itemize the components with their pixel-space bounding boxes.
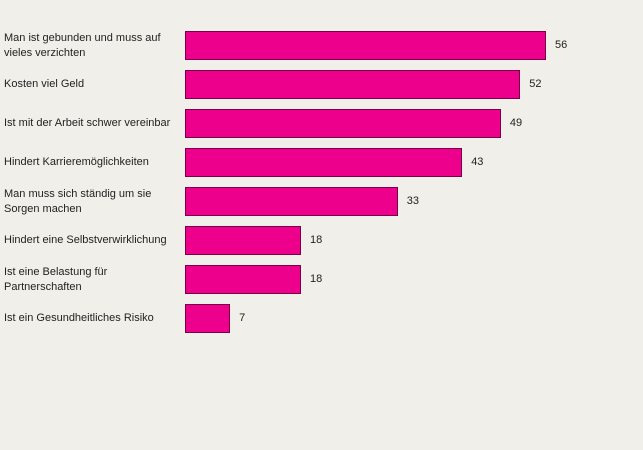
category-label: Man ist gebunden und muss auf vieles ver… [4, 31, 161, 59]
bar [185, 109, 501, 138]
category-label: Ist eine Belastung für Partnerschaften [4, 265, 108, 293]
bar [185, 226, 302, 255]
category-label: Ist ein Gesundheitliches Risiko [4, 312, 154, 324]
bar [185, 265, 302, 294]
value-label: 49 [509, 117, 523, 129]
value-label: 18 [310, 273, 323, 285]
value-label: 56 [555, 39, 568, 51]
value-label: 43 [471, 156, 484, 168]
category-label: Man muss sich ständig um sie Sorgen mach… [4, 187, 152, 215]
bar [185, 304, 231, 333]
value-label: 18 [310, 234, 323, 246]
category-label: Ist mit der Arbeit schwer vereinbar [4, 117, 171, 129]
bar [185, 187, 398, 216]
category-label: Hindert eine Selbstverwirklichung [4, 234, 167, 246]
category-label: Hindert Karrieremöglichkeiten [4, 156, 149, 168]
bar [185, 31, 546, 60]
value-label: 33 [406, 195, 419, 207]
category-label: Kosten viel Geld [4, 78, 85, 90]
bar [185, 148, 463, 177]
value-label: 52 [529, 78, 542, 90]
value-label: 7 [239, 312, 246, 324]
bar [185, 70, 521, 99]
